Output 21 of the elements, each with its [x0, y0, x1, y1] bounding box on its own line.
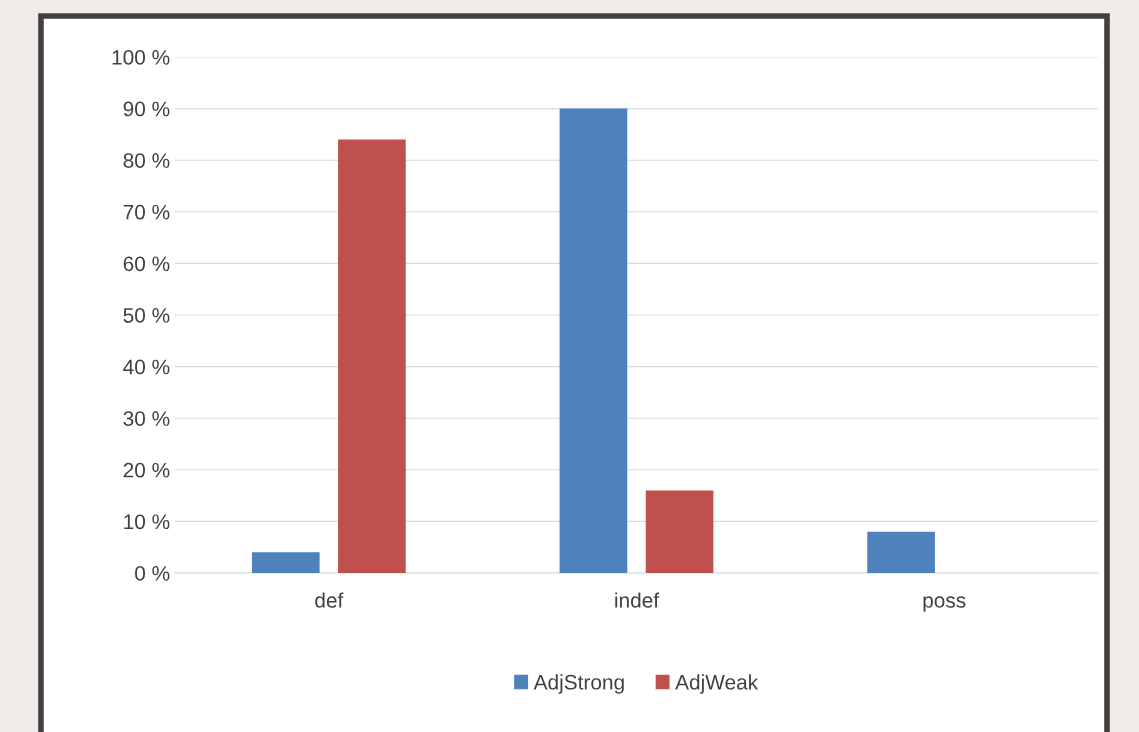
y-tick-label: 60 %: [123, 256, 170, 272]
legend-label: AdjWeak: [675, 674, 759, 694]
bar: [645, 490, 714, 573]
bar: [251, 552, 320, 573]
bar: [559, 108, 628, 573]
y-tick-label: 30 %: [123, 411, 170, 426]
y-tick-label: 20 %: [123, 462, 170, 478]
y-tick-label: 70 %: [123, 204, 170, 220]
y-tick-label: 40 %: [123, 359, 170, 375]
y-tick-label: 100 %: [112, 50, 170, 65]
x-tick-label: indef: [615, 592, 660, 608]
bar: [338, 139, 406, 573]
y-tick-label: 90 %: [123, 101, 170, 117]
x-tick-label: def: [315, 592, 344, 608]
y-tick-label: 0 %: [135, 566, 170, 581]
y-tick-label: 10 %: [124, 514, 170, 530]
y-tick-label: 80 %: [123, 153, 170, 168]
y-tick-label: 50 %: [123, 308, 170, 323]
legend-label: AdjStrong: [533, 674, 624, 694]
bar: [867, 531, 935, 573]
x-tick-label: poss: [923, 596, 966, 612]
